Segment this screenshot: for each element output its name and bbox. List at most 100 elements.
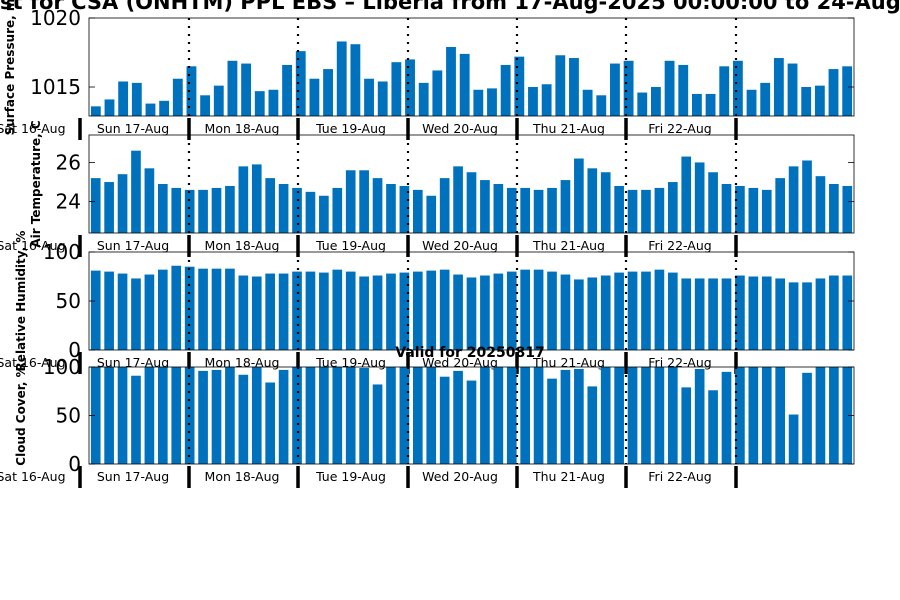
bar: [213, 85, 224, 116]
bar: [372, 275, 383, 350]
bar: [453, 370, 463, 464]
bar: [761, 367, 772, 464]
bar: [426, 367, 437, 464]
bar: [466, 277, 477, 350]
bar: [788, 414, 799, 464]
bar: [667, 272, 678, 350]
x-tick-label: Fri 22-Aug: [648, 238, 711, 253]
bar: [319, 195, 329, 233]
bar: [493, 273, 504, 350]
bar: [773, 58, 784, 116]
bar: [520, 269, 531, 350]
bar: [569, 58, 579, 116]
bar: [399, 367, 410, 464]
bar: [439, 376, 450, 464]
bar: [184, 189, 195, 233]
bar: [587, 168, 598, 233]
bar: [533, 269, 544, 350]
bar: [623, 60, 634, 116]
bar: [802, 372, 812, 464]
bar: [412, 271, 423, 350]
bar: [596, 95, 607, 116]
bar: [144, 367, 155, 464]
bar: [466, 172, 477, 233]
bar: [254, 91, 265, 116]
bar: [405, 59, 415, 116]
bar: [610, 63, 620, 116]
y-tick-label: 100: [43, 355, 81, 379]
bar: [104, 182, 114, 233]
x-tick-label: Sun 17-Aug: [97, 469, 169, 484]
bar: [278, 369, 289, 464]
bar: [265, 382, 276, 464]
bar: [227, 60, 238, 116]
bar: [399, 185, 410, 233]
bar: [560, 369, 571, 464]
y-axis-label: Relative Humidity, %: [14, 231, 28, 372]
bar: [582, 89, 593, 116]
bar: [541, 84, 552, 116]
bar: [251, 164, 262, 233]
bar: [309, 78, 320, 116]
bar: [364, 78, 374, 116]
bar: [198, 268, 208, 350]
y-tick-label: 0: [68, 452, 81, 476]
bar: [345, 271, 356, 350]
bar: [842, 66, 853, 116]
bar: [842, 275, 853, 350]
bar: [117, 367, 128, 464]
x-tick-label: Sun 17-Aug: [97, 238, 169, 253]
bar: [761, 189, 772, 233]
x-tick-label: Mon 18-Aug: [205, 121, 280, 136]
bar: [131, 150, 141, 233]
bar: [480, 275, 490, 350]
x-tick-label: Sat 16-Aug: [0, 469, 66, 484]
x-tick-label: Sat 16-Aug: [0, 355, 66, 370]
x-tick-label: Wed 20-Aug: [422, 469, 498, 484]
x-tick-label: Fri 22-Aug: [648, 355, 711, 370]
bar: [641, 189, 651, 233]
bar: [667, 367, 678, 464]
bar: [681, 278, 692, 350]
bar: [90, 367, 101, 464]
bar: [787, 63, 798, 116]
bar: [748, 276, 759, 350]
bar: [480, 180, 490, 233]
bar: [426, 270, 437, 350]
bar: [359, 170, 369, 233]
bar: [225, 185, 235, 233]
bar: [708, 278, 718, 350]
bar: [574, 368, 584, 464]
bar: [600, 172, 611, 233]
bar: [547, 378, 557, 464]
bar: [708, 172, 718, 233]
bar: [664, 60, 675, 116]
x-tick-label: Thu 21-Aug: [532, 238, 605, 253]
bar: [732, 60, 743, 116]
x-tick-label: Thu 21-Aug: [532, 355, 605, 370]
bar: [241, 63, 252, 116]
bar: [651, 87, 661, 116]
bar: [278, 273, 289, 350]
bar: [694, 278, 705, 350]
x-tick-label: Wed 20-Aug: [422, 238, 498, 253]
x-tick-label: Fri 22-Aug: [648, 469, 711, 484]
bar: [319, 272, 329, 350]
bar: [637, 92, 648, 116]
bar: [802, 160, 812, 233]
bar: [694, 368, 705, 464]
bar: [305, 271, 316, 350]
x-tick-label: Thu 21-Aug: [532, 469, 605, 484]
bar: [520, 187, 531, 233]
bar: [627, 367, 638, 464]
y-axis-label: Surface Pressure, m: [3, 0, 17, 135]
bar: [372, 384, 383, 464]
bar: [627, 271, 638, 350]
bar: [788, 282, 799, 350]
y-axis-label: Air Temperature, C: [29, 120, 43, 248]
bar: [332, 269, 343, 350]
bar: [691, 93, 702, 116]
x-tick-label: Tue 19-Aug: [315, 469, 386, 484]
bar: [587, 277, 598, 350]
